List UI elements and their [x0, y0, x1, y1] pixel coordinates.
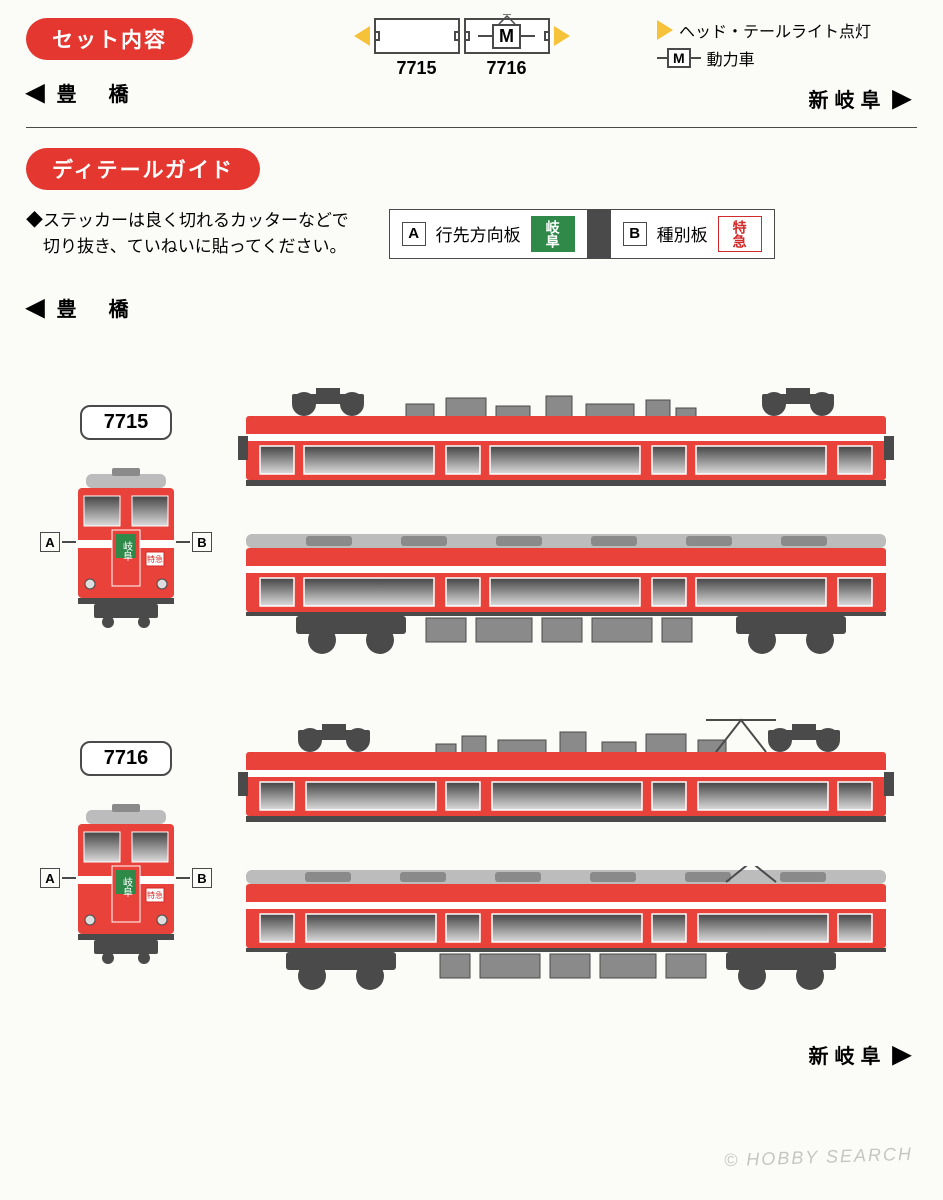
car-number-label: 7716	[80, 741, 173, 776]
formation-diagram: M 77157716	[266, 18, 657, 79]
chip-type: 特急	[718, 216, 762, 252]
side-view-under	[226, 866, 917, 1006]
set-contents-pill: セット内容	[26, 18, 193, 60]
direction-left: ◀ 豊 橋	[26, 78, 266, 107]
train-block: 7715 岐阜特急 A B	[26, 368, 917, 670]
triangle-icon	[354, 26, 370, 46]
svg-text:特急: 特急	[147, 890, 163, 900]
key-a: A	[402, 222, 426, 246]
train-block: 7716 岐阜特急 A B	[26, 704, 917, 1006]
marker-b: B	[176, 868, 212, 888]
triangle-icon	[554, 26, 570, 46]
watermark: © HOBBY SEARCH	[724, 1144, 914, 1172]
detail-direction-right: 新岐阜 ▶	[26, 1040, 917, 1069]
motor-icon: M	[667, 48, 691, 68]
detail-dest-left: 豊 橋	[56, 293, 134, 322]
marker-a: A	[40, 868, 76, 888]
side-view-under	[226, 530, 917, 670]
set-contents-row: セット内容 ◀ 豊 橋 M 77157716 ヘッド・テールライト点灯 M 動力…	[26, 18, 917, 113]
arrow-right-icon: ▶	[893, 1040, 917, 1069]
formation-car-number: 7716	[464, 58, 550, 79]
train-diagrams: 7715岐阜特急AB7716岐阜特急AB	[26, 368, 917, 1006]
formation-car-number: 7715	[374, 58, 460, 79]
key-b: B	[623, 222, 647, 246]
arrow-right-icon: ▶	[893, 84, 917, 113]
detail-dest-right: 新岐阜	[809, 1040, 887, 1069]
label-a: 行先方向板	[436, 221, 521, 246]
svg-text:岐阜: 岐阜	[121, 540, 133, 562]
label-b: 種別板	[657, 221, 708, 246]
detail-direction-left: ◀ 豊 橋	[26, 293, 917, 322]
front-view: 岐阜特急AB	[64, 804, 188, 969]
triangle-icon	[657, 20, 673, 40]
marker-a: A	[40, 532, 76, 552]
side-view-roof	[226, 368, 917, 508]
sticker-legend: A 行先方向板 岐阜 B 種別板 特急	[389, 209, 775, 259]
arrow-left-icon: ◀	[26, 78, 50, 107]
divider	[26, 127, 917, 128]
formation-car: M	[464, 18, 550, 54]
car-number-label: 7715	[80, 405, 173, 440]
dest-left-label: 豊 橋	[56, 78, 134, 107]
legend-motor-label: 動力車	[707, 46, 755, 70]
detail-guide-pill: ディテールガイド	[26, 148, 260, 190]
dest-right-label: 新岐阜	[809, 84, 887, 113]
detail-header-row: ◆ステッカーは良く切れるカッターなどで 切り抜き、ていねいに貼ってください。 A…	[26, 208, 917, 259]
arrow-left-icon: ◀	[26, 293, 50, 322]
side-view-roof	[226, 704, 917, 844]
front-view: 岐阜特急AB	[64, 468, 188, 633]
formation-car	[374, 18, 460, 54]
chip-destination: 岐阜	[531, 216, 575, 252]
svg-text:岐阜: 岐阜	[121, 876, 133, 898]
svg-text:特急: 特急	[147, 554, 163, 564]
marker-b: B	[176, 532, 212, 552]
pantograph-icon	[497, 8, 517, 18]
direction-right: 新岐阜 ▶	[657, 84, 917, 113]
sticker-note: ◆ステッカーは良く切れるカッターなどで 切り抜き、ていねいに貼ってください。	[26, 208, 349, 259]
formation-legend: ヘッド・テールライト点灯 M 動力車 新岐阜 ▶	[657, 18, 917, 113]
legend-light-label: ヘッド・テールライト点灯	[679, 18, 871, 42]
